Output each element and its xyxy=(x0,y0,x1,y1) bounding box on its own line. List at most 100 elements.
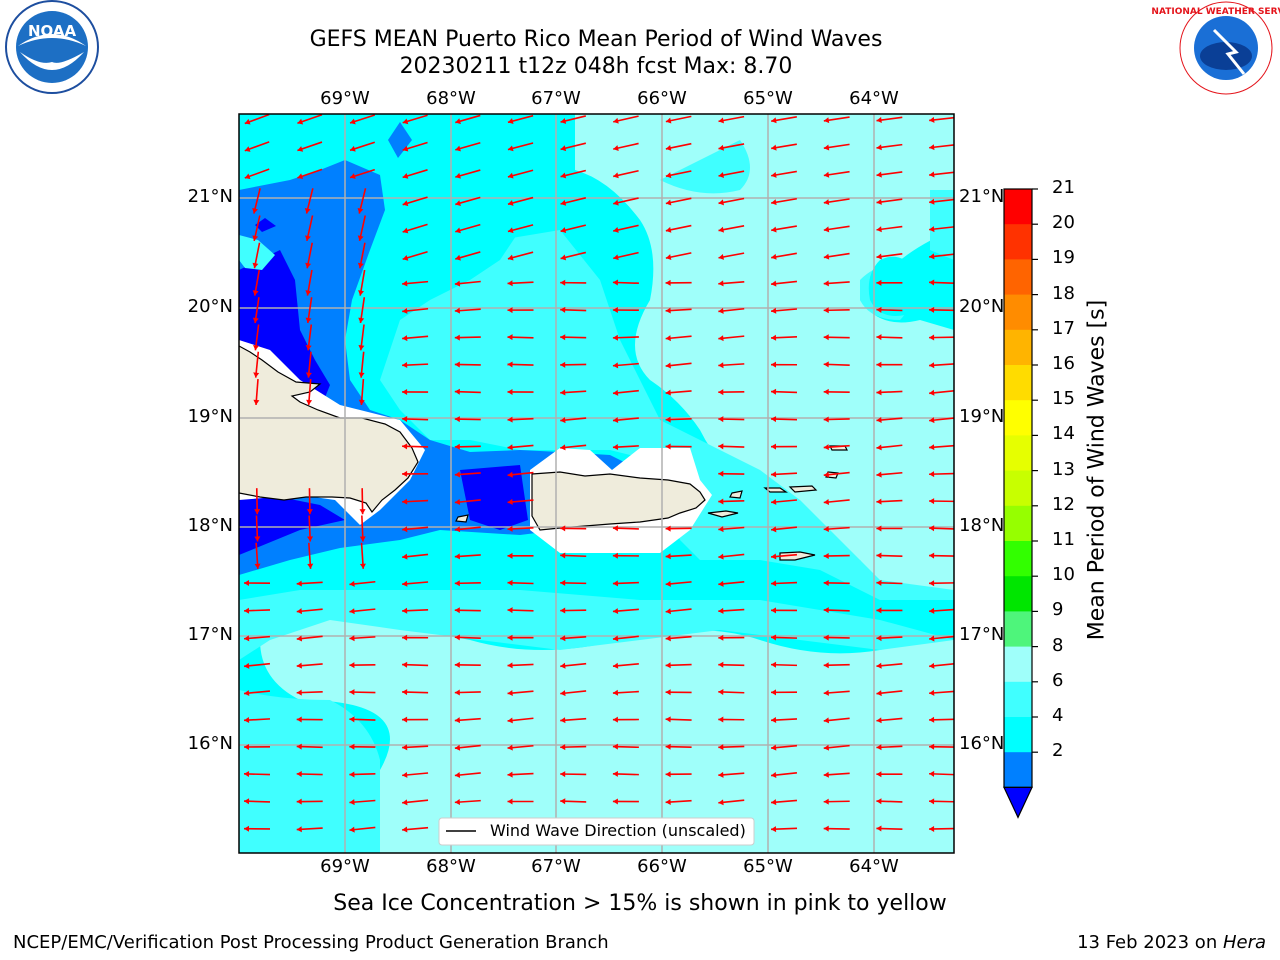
wind-wave-arrow xyxy=(770,607,798,614)
wind-wave-arrow xyxy=(770,334,798,341)
colorbar-tick-label: 11 xyxy=(1052,529,1075,550)
wind-wave-arrow xyxy=(243,662,271,669)
colorbar-tick-label: 17 xyxy=(1052,317,1075,339)
st-croix xyxy=(779,551,816,561)
wind-wave-arrow xyxy=(612,662,639,669)
wind-wave-arrow xyxy=(665,416,692,423)
wind-wave-arrow xyxy=(243,717,271,724)
wind-wave-arrow xyxy=(876,690,903,697)
colorbar-segment xyxy=(1004,294,1032,331)
wind-wave-arrow xyxy=(560,115,587,124)
colorbar-tick-label: 16 xyxy=(1052,353,1075,374)
wind-wave-arrow xyxy=(876,635,903,642)
wind-wave-arrow xyxy=(718,607,745,614)
wind-wave-arrow xyxy=(560,717,587,724)
lon-label: 66°W xyxy=(637,856,687,877)
wind-wave-arrow xyxy=(929,144,954,151)
wind-wave-arrow xyxy=(507,142,534,152)
wind-wave-arrow xyxy=(823,307,850,314)
wind-wave-arrow xyxy=(454,689,481,696)
wind-wave-arrow xyxy=(349,743,376,750)
colorbar-tick-label: 12 xyxy=(1052,493,1075,515)
wind-wave-arrow xyxy=(252,242,261,269)
wind-wave-arrow xyxy=(402,799,429,806)
wind-wave-arrow xyxy=(305,324,313,351)
wind-wave-arrow xyxy=(349,716,376,723)
wind-wave-arrow xyxy=(455,196,481,206)
wind-wave-arrow xyxy=(665,224,692,233)
wind-wave-arrow xyxy=(402,553,429,560)
wind-wave-arrow xyxy=(876,225,903,233)
wind-wave-arrow xyxy=(455,251,481,261)
wind-wave-arrow xyxy=(823,717,850,724)
wind-wave-arrow xyxy=(718,634,745,641)
wind-wave-arrow xyxy=(560,552,587,559)
wind-wave-arrow xyxy=(876,253,903,260)
chart-title: GEFS MEAN Puerto Rico Mean Period of Win… xyxy=(309,27,883,52)
lon-label: 67°W xyxy=(531,88,581,109)
lat-label: 19°N xyxy=(187,406,233,427)
wind-wave-arrow xyxy=(507,444,534,451)
wind-wave-arrow xyxy=(823,280,850,287)
wind-wave-arrow xyxy=(507,662,534,669)
wind-wave-arrow xyxy=(454,443,481,450)
wind-wave-arrow xyxy=(876,306,903,313)
vieques xyxy=(707,510,739,518)
lon-label: 64°W xyxy=(849,88,899,109)
wind-wave-arrow xyxy=(718,689,745,696)
wind-wave-arrow xyxy=(402,141,428,152)
colorbar-tick-label: 4 xyxy=(1052,705,1064,726)
wind-wave-arrow xyxy=(823,798,850,805)
wind-wave-arrow xyxy=(612,552,639,559)
wind-wave-arrow xyxy=(876,662,903,669)
wind-wave-arrow xyxy=(358,378,365,406)
legend-label: Wind Wave Direction (unscaled) xyxy=(490,821,746,840)
wind-wave-arrow xyxy=(876,361,903,368)
wind-wave-arrow xyxy=(357,215,367,242)
wind-wave-arrow xyxy=(454,388,481,395)
wind-wave-arrow xyxy=(507,717,534,724)
colorbar-tick-label: 20 xyxy=(1052,212,1075,234)
wind-wave-arrow xyxy=(612,279,639,286)
wind-wave-arrow xyxy=(771,225,797,233)
wind-wave-arrow xyxy=(770,498,798,505)
colorbar-segment xyxy=(1004,224,1032,260)
wind-wave-arrow xyxy=(296,743,323,750)
wind-wave-arrow xyxy=(665,662,692,669)
wind-wave-arrow xyxy=(823,607,850,614)
wind-wave-arrow xyxy=(349,826,376,833)
wind-wave-arrow xyxy=(454,334,481,341)
lat-label: 17°N xyxy=(187,624,233,645)
wind-wave-arrow xyxy=(823,744,850,751)
wind-wave-arrow xyxy=(507,525,534,532)
wind-wave-arrow xyxy=(929,116,954,123)
wind-wave-arrow xyxy=(770,661,798,668)
wind-wave-arrow xyxy=(296,770,323,777)
wind-wave-arrow xyxy=(254,542,261,569)
lon-label: 65°W xyxy=(743,88,793,109)
lon-label: 69°W xyxy=(320,88,370,109)
wind-wave-arrow xyxy=(349,114,376,125)
wind-wave-arrow xyxy=(244,141,270,152)
wind-wave-arrow xyxy=(507,552,534,559)
colorbar-tick-label: 19 xyxy=(1052,247,1075,269)
wind-wave-arrow xyxy=(770,553,798,560)
wind-wave-arrow xyxy=(349,168,376,179)
wind-wave-arrow xyxy=(665,170,692,179)
wind-wave-arrow xyxy=(823,361,850,368)
wind-wave-arrow xyxy=(718,661,745,668)
wind-wave-arrow xyxy=(359,542,366,569)
culebra xyxy=(729,490,743,499)
wind-wave-arrow xyxy=(507,634,534,641)
wind-wave-arrow xyxy=(560,197,587,206)
wind-wave-arrow xyxy=(305,269,313,296)
wind-wave-arrow xyxy=(929,306,954,313)
wind-wave-arrow xyxy=(402,771,429,778)
wind-wave-arrow xyxy=(454,744,481,751)
wind-wave-arrow xyxy=(665,115,692,124)
wind-wave-arrow xyxy=(876,171,903,178)
wind-wave-arrow xyxy=(612,417,639,424)
wind-wave-arrow xyxy=(507,798,534,805)
wind-wave-arrow xyxy=(770,580,798,587)
